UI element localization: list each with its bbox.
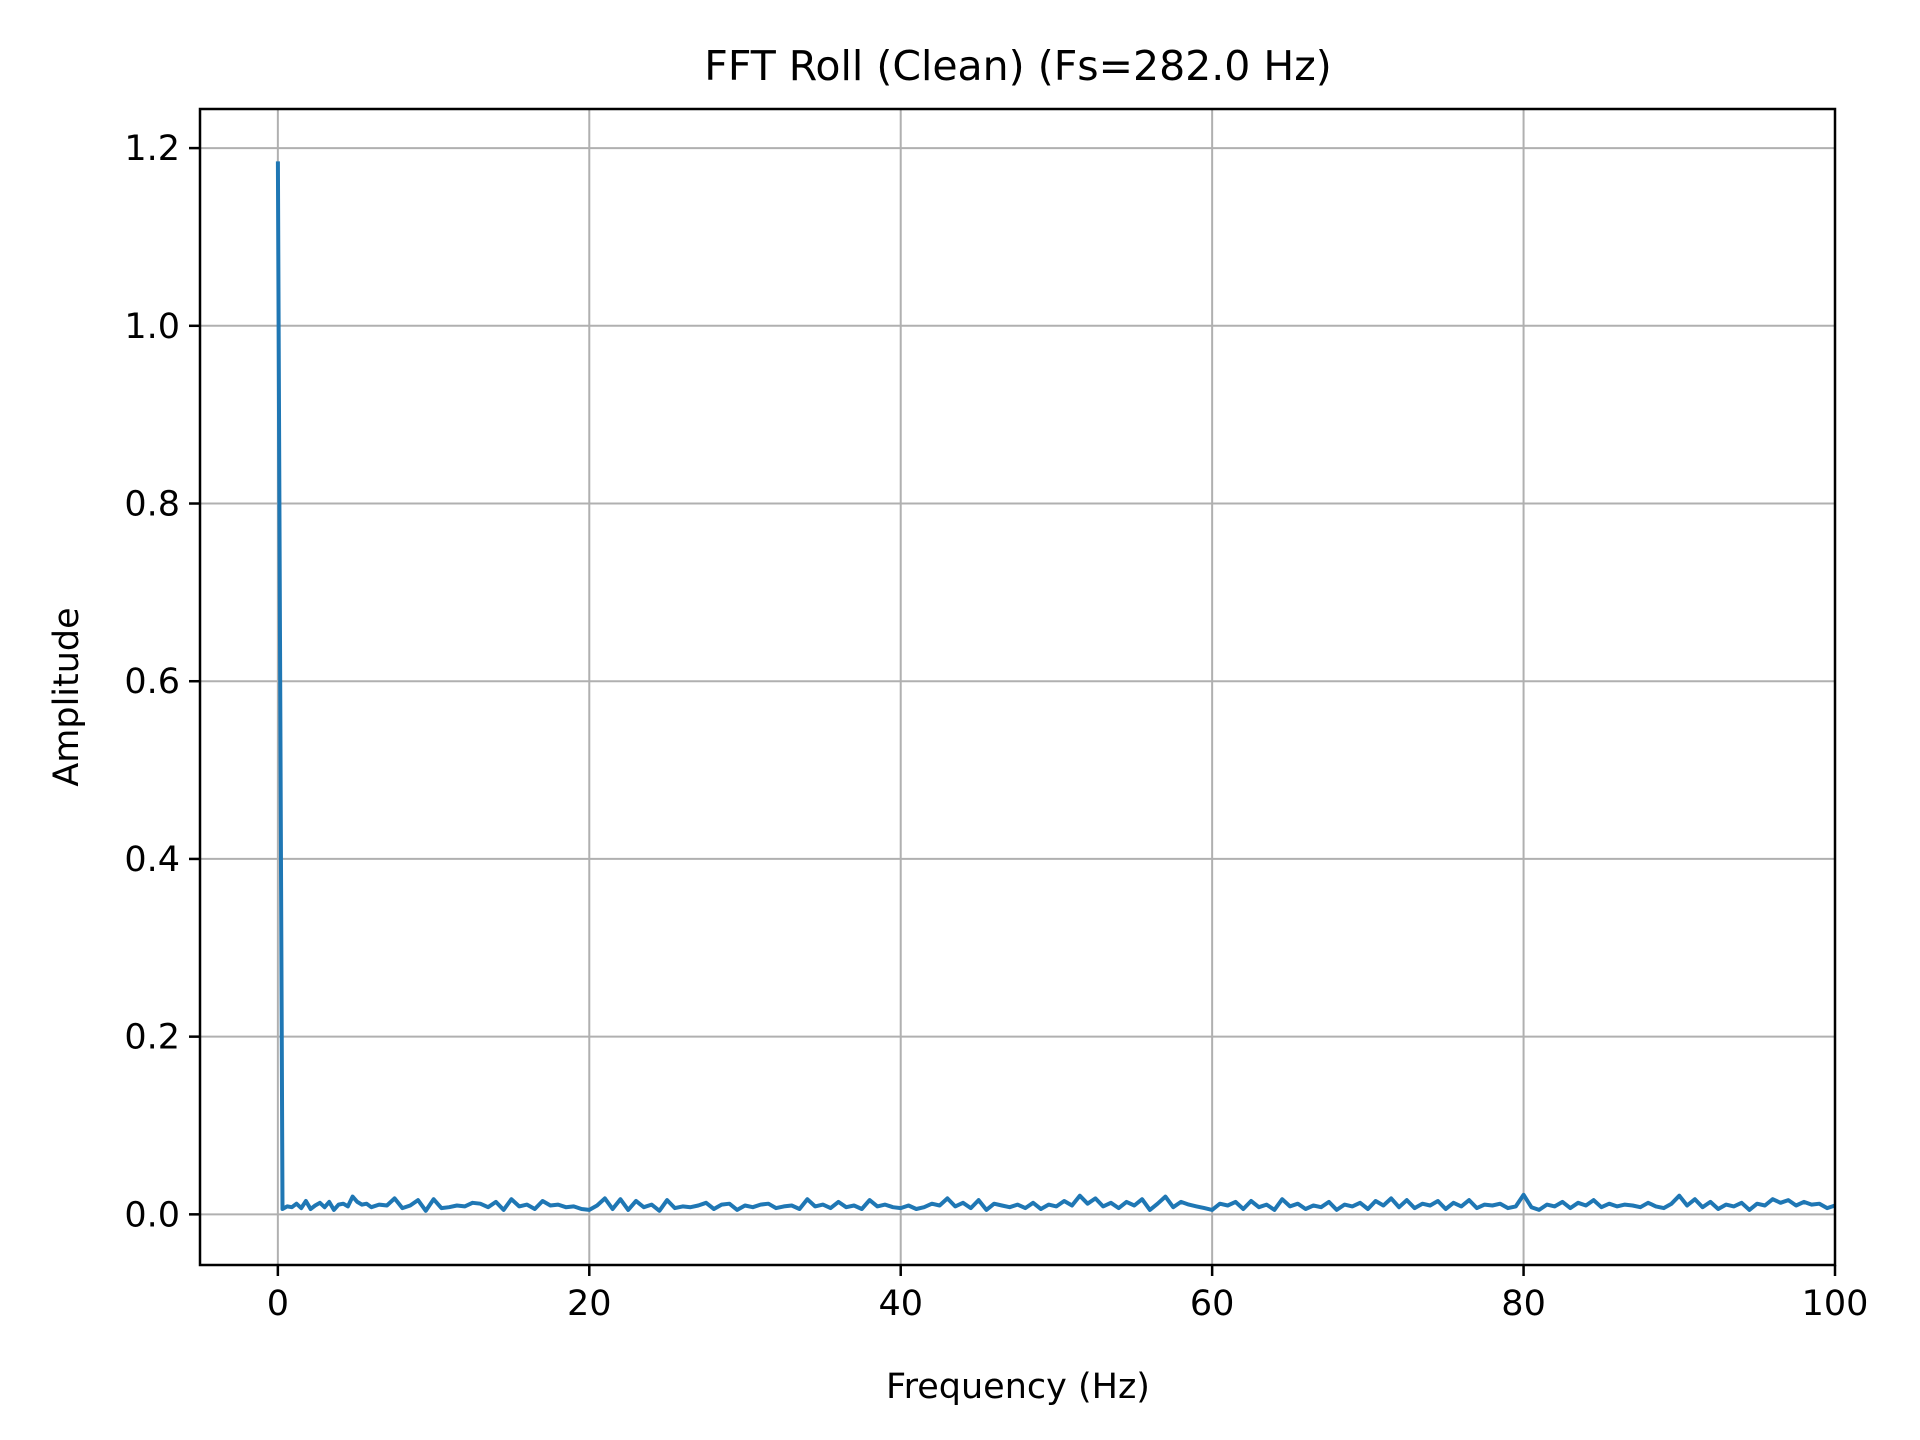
y-tick-label: 1.0	[124, 307, 180, 347]
y-axis-ticks: 0.0 0.2 0.4 0.6 0.8 1.0 1.2	[124, 129, 200, 1235]
axes-frame	[198, 107, 1837, 1267]
x-tick-label: 20	[567, 1284, 612, 1324]
x-tick-label: 80	[1501, 1284, 1546, 1324]
chart-title: FFT Roll (Clean) (Fs=282.0 Hz)	[704, 42, 1332, 90]
fft-series-line	[275, 161, 1836, 1213]
x-tick-label: 40	[878, 1284, 923, 1324]
x-axis-ticks: 0 20 40 60 80 100	[267, 1265, 1869, 1324]
y-axis-label: Amplitude	[47, 607, 87, 786]
plot-area	[200, 109, 1835, 1265]
y-tick-label: 0.8	[124, 485, 180, 525]
x-tick-label: 60	[1190, 1284, 1235, 1324]
y-tick-label: 1.2	[124, 129, 180, 169]
y-tick-label: 0.0	[124, 1195, 180, 1235]
y-tick-label: 0.4	[124, 840, 180, 880]
x-tick-label: 100	[1802, 1284, 1869, 1324]
x-tick-label: 0	[267, 1284, 289, 1324]
x-axis-label: Frequency (Hz)	[886, 1367, 1150, 1407]
y-tick-label: 0.2	[124, 1018, 180, 1058]
y-tick-label: 0.6	[124, 662, 180, 702]
